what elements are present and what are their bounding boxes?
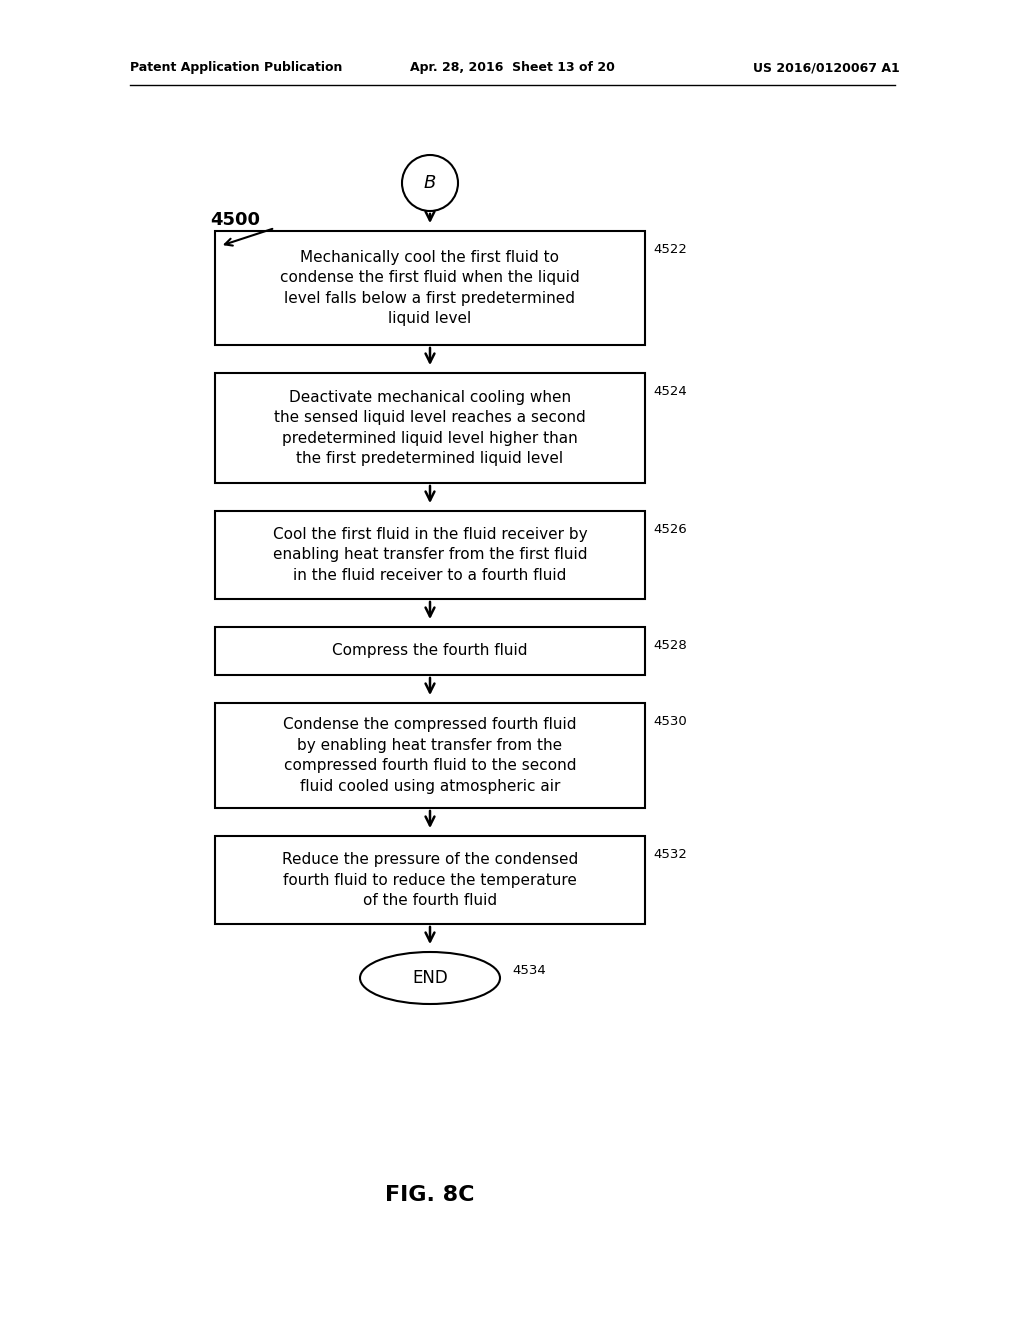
Text: 4500: 4500 [210,211,260,228]
FancyBboxPatch shape [215,374,645,483]
Text: Condense the compressed fourth fluid
by enabling heat transfer from the
compress: Condense the compressed fourth fluid by … [284,717,577,793]
Text: END: END [412,969,447,987]
FancyBboxPatch shape [215,627,645,675]
Text: 4532: 4532 [653,847,687,861]
Text: Reduce the pressure of the condensed
fourth fluid to reduce the temperature
of t: Reduce the pressure of the condensed fou… [282,853,579,908]
Text: Apr. 28, 2016  Sheet 13 of 20: Apr. 28, 2016 Sheet 13 of 20 [410,62,614,74]
Text: Patent Application Publication: Patent Application Publication [130,62,342,74]
FancyBboxPatch shape [215,836,645,924]
Text: FIG. 8C: FIG. 8C [385,1185,475,1205]
Text: Mechanically cool the first fluid to
condense the first fluid when the liquid
le: Mechanically cool the first fluid to con… [281,249,580,326]
Text: Cool the first fluid in the fluid receiver by
enabling heat transfer from the fi: Cool the first fluid in the fluid receiv… [272,527,588,583]
Text: US 2016/0120067 A1: US 2016/0120067 A1 [754,62,900,74]
Text: 4534: 4534 [512,964,546,977]
Text: 4528: 4528 [653,639,687,652]
FancyBboxPatch shape [215,704,645,808]
Text: 4526: 4526 [653,523,687,536]
Text: Compress the fourth fluid: Compress the fourth fluid [332,644,527,659]
FancyBboxPatch shape [215,231,645,345]
Text: B: B [424,174,436,191]
Text: 4530: 4530 [653,715,687,729]
Text: Deactivate mechanical cooling when
the sensed liquid level reaches a second
pred: Deactivate mechanical cooling when the s… [274,389,586,466]
FancyBboxPatch shape [215,511,645,599]
Text: 4524: 4524 [653,385,687,399]
Text: 4522: 4522 [653,243,687,256]
